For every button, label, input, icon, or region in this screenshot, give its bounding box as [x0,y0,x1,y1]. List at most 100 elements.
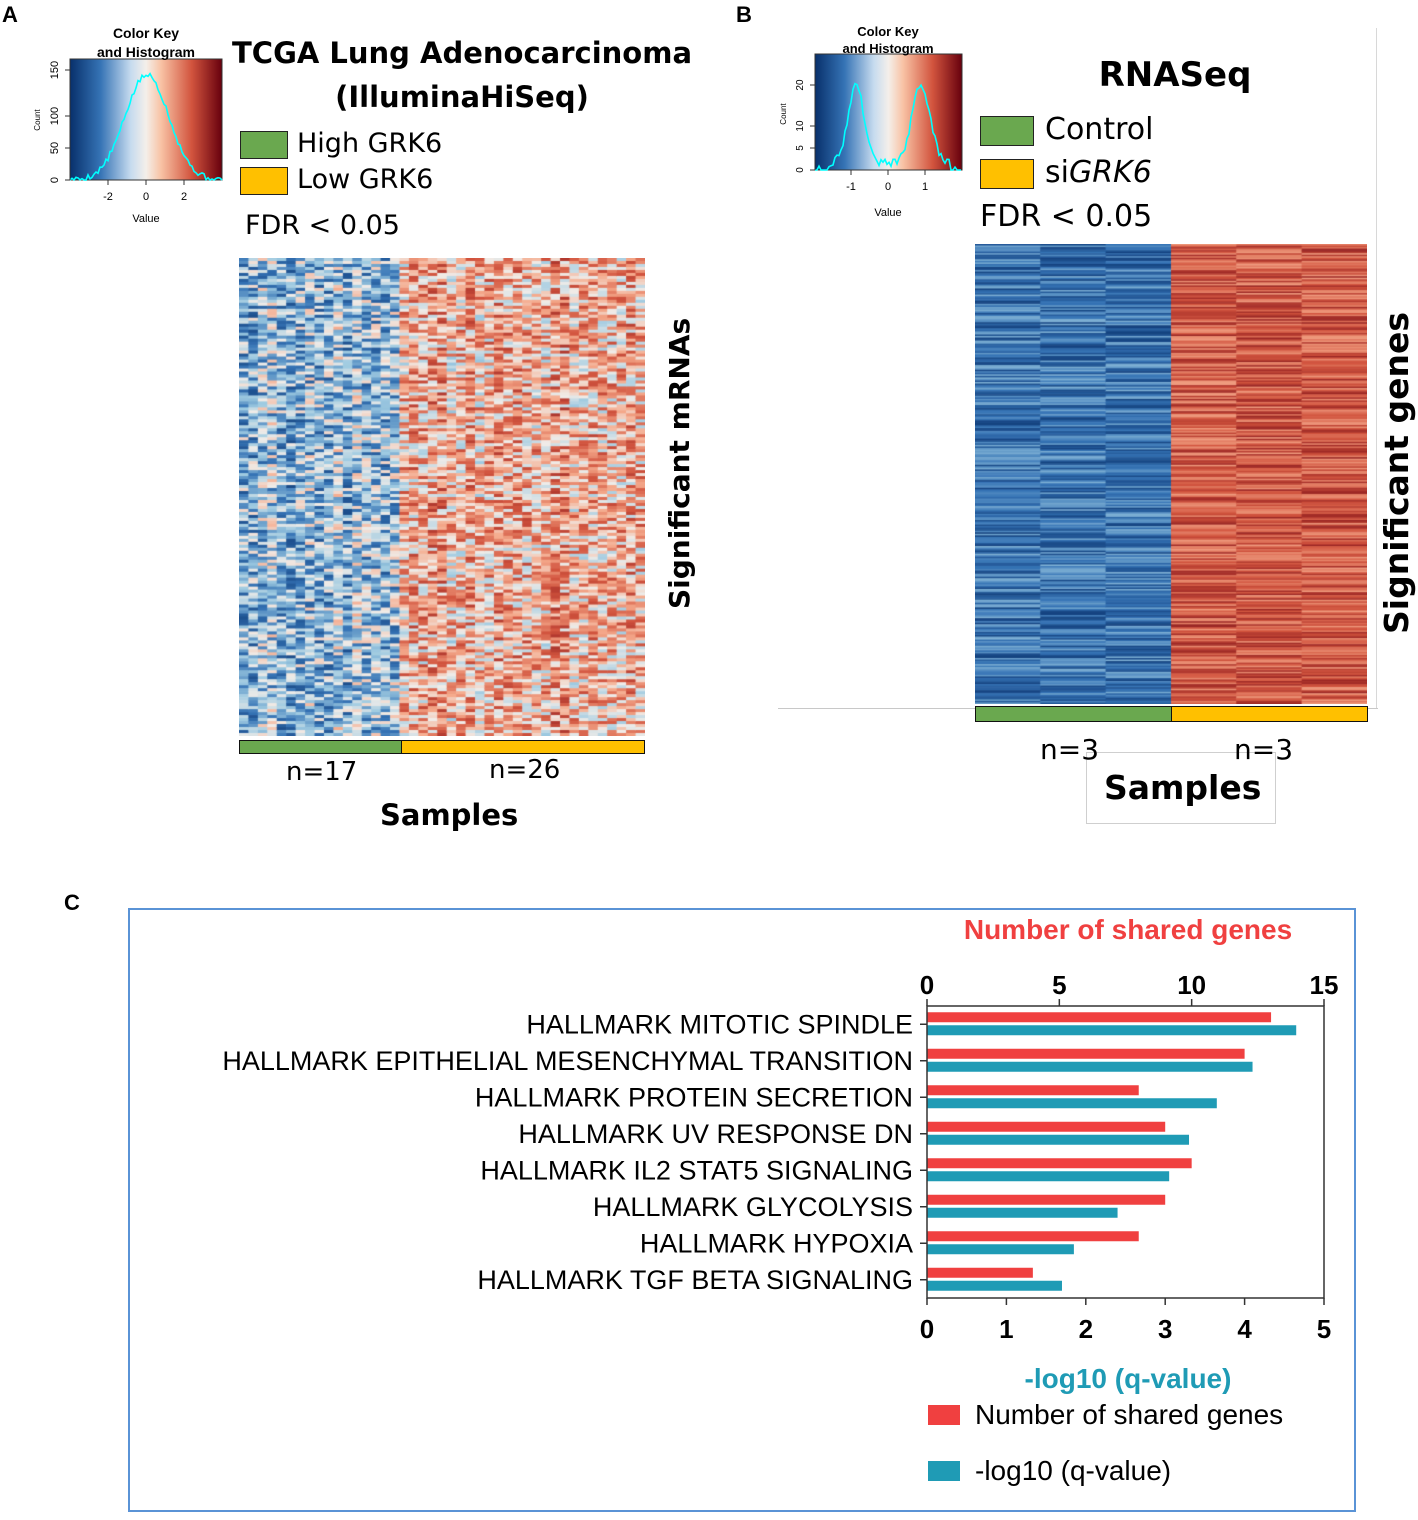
bar-shared-genes [927,1158,1192,1169]
panel-b-color-key-svg: 0 5 10 20 Count -1 0 1 Value Color Key a… [779,24,963,219]
ytick: 0 [795,167,806,173]
panel-a-xlabel: Samples [380,798,519,832]
panel-b-color-key: 0 5 10 20 Count -1 0 1 Value Color Key a… [760,18,980,228]
color-key-title: Color Key [857,24,919,39]
panel-c-bar-chart: 0 5 10 15 Number of shared genes 0 1 2 3 4 5 -log10… [222,914,1339,1486]
legend-label: -log10 (q-value) [975,1455,1171,1486]
panel-c-frame [128,908,1356,1512]
category-label: HALLMARK MITOTIC SPINDLE [526,1009,913,1039]
panel-a-subtitle: (IlluminaHiSeq) [335,80,589,114]
group-count-high-grk6: n=17 [286,757,358,787]
legend-swatch-high-grk6 [240,131,288,159]
bar-shared-genes [927,1121,1166,1132]
panel-b-fdr: FDR < 0.05 [980,199,1153,234]
legend-label-sigrk6-gene: GRK6 [1068,155,1152,190]
top-axis-tick-label: 15 [1310,970,1339,1000]
color-key-xlabel: Value [132,213,159,225]
panel-b-frame-right [1376,28,1377,708]
ytick: 10 [795,120,806,132]
top-axis-tick-label: 5 [1052,970,1066,1000]
axes-group [920,999,1325,1305]
ytick: 50 [49,142,61,154]
group-count-sigrk6: n=3 [1234,733,1294,766]
category-label: HALLMARK IL2 STAT5 SIGNALING [480,1155,913,1185]
bottom-axis-tick-label: 5 [1317,1314,1331,1344]
color-key-ylabel: Count [779,103,788,125]
top-axis-tick-label: 10 [1177,970,1206,1000]
legend-swatch-low-grk6 [240,167,288,195]
xtick: 0 [143,191,149,203]
bar-log10-qvalue [927,1171,1170,1182]
top-axis-tick-label: 0 [920,970,934,1000]
ytick: 150 [49,61,61,79]
plot-frame [926,1005,1325,1299]
category-label: HALLMARK EPITHELIAL MESENCHYMAL TRANSITI… [222,1046,913,1076]
color-key-gradient [814,53,963,171]
bottom-axis-tick-label: 1 [999,1314,1013,1344]
xtick: 0 [885,181,891,193]
color-key-xaxis: -2 0 2 Value [103,180,187,225]
ytick: 5 [795,145,806,151]
top-axis-label: Number of shared genes [964,914,1292,945]
legend-label-sigrk6: siGRK6 [1045,155,1152,190]
panel-b-xlabel: Samples [1104,768,1262,807]
panel-a-color-key-svg: 0 50 100 150 Count -2 0 2 Value Color Ke… [33,25,223,225]
group-count-control: n=3 [1040,733,1100,766]
color-key-subtitle: and Histogram [97,44,195,60]
panel-b-letter: B [736,2,752,27]
color-key-xlabel: Value [874,207,901,219]
panel-a-heatmap [239,258,645,736]
bar-log10-qvalue [927,1280,1062,1291]
color-key-gradient [69,58,223,181]
bar-shared-genes [927,1267,1033,1278]
panel-c-letter: C [64,890,80,915]
category-label: HALLMARK PROTEIN SECRETION [475,1082,913,1112]
xtick: 1 [922,181,928,193]
category-label: HALLMARK UV RESPONSE DN [518,1119,913,1149]
color-key-yaxis: 0 50 100 150 Count [33,59,71,183]
xtick: -1 [846,181,856,193]
color-key-ylabel: Count [33,109,42,131]
color-key-xaxis: -1 0 1 Value [846,170,928,219]
panel-a-color-key: 0 50 100 150 Count -2 0 2 Value Color Ke… [0,20,240,240]
bar-log10-qvalue [927,1061,1253,1072]
bar-shared-genes [927,1048,1245,1059]
bar-shared-genes [927,1194,1166,1205]
panel-a-fdr: FDR < 0.05 [245,210,400,241]
sample-bar-control [975,706,1172,722]
sample-bar-low-grk6 [401,740,645,754]
panel-b-title: RNASeq [1098,55,1252,95]
bottom-axis-tick-label: 2 [1079,1314,1093,1344]
category-label: HALLMARK TGF BETA SIGNALING [477,1265,913,1295]
category-label: HALLMARK GLYCOLYSIS [593,1192,913,1222]
legend-label-high-grk6: High GRK6 [297,128,443,159]
bottom-axis-tick-label: 4 [1237,1314,1252,1344]
legend-swatch [928,1461,960,1481]
ytick: 20 [795,79,806,91]
sample-bar-high-grk6 [239,740,402,754]
bar-shared-genes [927,1231,1139,1242]
bar-log10-qvalue [927,1244,1074,1255]
panel-a-ylabel: Significant mRNAs [663,317,696,609]
bottom-axis-tick-label: 0 [920,1314,934,1344]
color-key-histogram [815,82,961,171]
xtick: 2 [181,191,187,203]
group-count-low-grk6: n=26 [489,755,561,785]
color-key-histogram [69,72,223,182]
bar-log10-qvalue [927,1134,1190,1145]
legend-label-sigrk6-prefix: si [1045,155,1069,190]
color-key-title: Color Key [113,25,179,41]
legend-label-control: Control [1045,112,1154,147]
panel-b-samples-box [1086,752,1276,824]
panel-a-letter: A [2,2,18,27]
bar-shared-genes [927,1012,1272,1023]
xtick: -2 [103,191,113,203]
bottom-axis-tick-label: 3 [1158,1314,1172,1344]
legend-swatch-control [980,116,1034,146]
panel-b-ylabel: Significant genes [1377,311,1416,634]
legend-swatch-sigrk6 [980,159,1034,189]
panel-b-heatmap [975,244,1367,704]
bar-log10-qvalue [927,1025,1297,1036]
color-key-subtitle: and Histogram [842,41,933,56]
legend-swatch [928,1405,960,1425]
